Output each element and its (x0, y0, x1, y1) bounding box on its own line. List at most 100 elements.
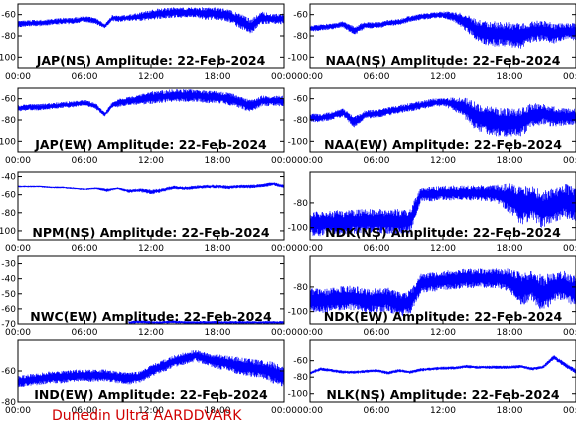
y-tick-label: -70 (1, 320, 16, 330)
chart-title: NDK(NS) Amplitude: 22-Feb-2024 (325, 225, 561, 240)
series-trace (309, 97, 576, 137)
y-tick-label: -60 (1, 191, 16, 201)
chart-panel: -60 -80 -100 00:00 06:00 12:00 18:00 00:00NAA(E… (288, 87, 576, 166)
y-tick-label: -80 (1, 32, 16, 42)
chart-panel: -60-80-10000:0006:0012:0018:0000:00JAP(E… (0, 87, 297, 166)
y-tick-label: -100 (288, 390, 309, 400)
series-trace (17, 182, 285, 195)
x-tick-label: 00:00 (297, 244, 323, 254)
y-tick-label: -100 (0, 137, 16, 147)
chart-panel: -60 -80 -100 00:00 06:00 12:00 18:00 00:00NAA(N… (288, 3, 576, 82)
y-tick-label: -80 (293, 373, 308, 383)
x-tick-label: 00:00 (271, 244, 297, 254)
chart-panel: -80 -100 00:00 06:00 12:00 18:00 00:00NDK(EW) … (288, 255, 576, 338)
x-tick-label: 06:00 (72, 244, 98, 254)
x-tick-label: 18:00 (497, 156, 523, 166)
y-tick-label: -40 (1, 173, 16, 183)
chart-title: NAA(EW) Amplitude: 22-Feb-2024 (324, 137, 562, 152)
x-tick-label: 00:00 (271, 406, 297, 416)
x-tick-label: 12:00 (430, 156, 456, 166)
y-tick-label: -60 (1, 305, 16, 315)
x-tick-label: 06:00 (364, 328, 390, 338)
y-tick-label: -40 (1, 275, 16, 285)
x-tick-label: 18:00 (205, 406, 231, 416)
x-tick-label: 12:00 (430, 244, 456, 254)
x-tick-label: 06:00 (364, 156, 390, 166)
x-tick-label: 18:00 (205, 156, 231, 166)
chart-title: IND(EW) Amplitude: 22-Feb-2024 (34, 387, 268, 402)
x-tick-label: 00:00 (297, 156, 323, 166)
y-tick-label: -80 (1, 116, 16, 126)
chart-title: NDK(EW) Amplitude: 22-Feb-2024 (324, 309, 563, 324)
y-tick-label: -60 (293, 95, 308, 105)
series-trace (17, 7, 285, 34)
x-tick-label: 12:00 (138, 72, 164, 82)
x-tick-label: 00:00 (5, 156, 31, 166)
y-tick-label: -50 (1, 290, 16, 300)
series-trace (128, 320, 285, 324)
x-tick-label: 00:00 (271, 72, 297, 82)
x-tick-label: 18:00 (205, 328, 231, 338)
chart-title: NPM(NS) Amplitude: 22-Feb-2024 (32, 225, 269, 240)
chart-panel: -40 -60 -80 -100 00:00 06:00 12:00 18:00 00:00NP… (0, 171, 297, 254)
y-tick-label: -80 (293, 32, 308, 42)
x-tick-label: 00:00 (297, 328, 323, 338)
series-trace (17, 89, 285, 117)
x-tick-label: 00:00 (297, 72, 323, 82)
chart-title: JAP(NS) Amplitude: 22-Feb-2024 (36, 53, 266, 68)
x-tick-label: 00:00 (563, 406, 576, 416)
x-tick-label: 18:00 (497, 72, 523, 82)
x-tick-label: 00:00 (563, 156, 576, 166)
x-tick-label: 06:00 (72, 156, 98, 166)
y-tick-label: -60 (1, 11, 16, 21)
y-tick-label: -80 (1, 209, 16, 219)
y-tick-label: -100 (288, 137, 309, 147)
x-tick-label: 06:00 (364, 406, 390, 416)
chart-title: NWC(EW) Amplitude: 22-Feb-2024 (30, 309, 272, 324)
x-tick-label: 18:00 (497, 328, 523, 338)
x-tick-label: 18:00 (497, 406, 523, 416)
x-tick-label: 00:00 (271, 328, 297, 338)
x-tick-label: 00:00 (563, 244, 576, 254)
y-tick-label: -100 (0, 227, 16, 237)
x-tick-label: 12:00 (430, 72, 456, 82)
x-tick-label: 06:00 (72, 328, 98, 338)
x-tick-label: 12:00 (138, 156, 164, 166)
x-tick-label: 18:00 (497, 244, 523, 254)
series-trace (309, 355, 576, 375)
x-tick-label: 12:00 (138, 328, 164, 338)
x-tick-label: 12:00 (138, 244, 164, 254)
y-tick-label: -60 (293, 357, 308, 367)
x-tick-label: 06:00 (364, 244, 390, 254)
y-tick-label: -80 (293, 116, 308, 126)
y-tick-label: -80 (293, 199, 308, 209)
x-tick-label: 18:00 (205, 72, 231, 82)
x-tick-label: 00:00 (5, 72, 31, 82)
x-tick-label: 00:00 (5, 328, 31, 338)
x-tick-label: 12:00 (430, 328, 456, 338)
x-tick-label: 00:00 (271, 156, 297, 166)
y-tick-label: -60 (293, 11, 308, 21)
chart-panel: -60 -80 -100 00:00 06:00 12:00 18:00 00:00NLK(N… (288, 339, 576, 416)
x-tick-label: 06:00 (72, 72, 98, 82)
chart-title: NLK(NS) Amplitude: 22-Feb-2024 (326, 387, 560, 402)
y-tick-label: -80 (293, 283, 308, 293)
x-tick-label: 00:00 (5, 244, 31, 254)
chart-title: NAA(NS) Amplitude: 22-Feb-2024 (326, 53, 561, 68)
chart-panel: -60 -80 -100 00:00 06:00 12:00 18:00 00:00 JAP(N… (0, 3, 297, 82)
footer-credit: Dunedin Ultra AARDDVARK (52, 408, 242, 424)
chart-panel: -80 -100 00:00 06:00 12:00 18:00 00:00NDK(NS) … (288, 171, 576, 254)
x-tick-label: 06:00 (364, 72, 390, 82)
y-tick-label: -80 (1, 398, 16, 408)
y-tick-label: -100 (288, 224, 309, 234)
x-tick-label: 00:00 (5, 406, 31, 416)
series-trace (17, 350, 285, 388)
y-tick-label: -100 (288, 53, 309, 63)
x-tick-label: 00:00 (563, 72, 576, 82)
x-tick-label: 06:00 (72, 406, 98, 416)
y-tick-label: -30 (1, 260, 16, 270)
y-tick-label: -60 (1, 367, 16, 377)
